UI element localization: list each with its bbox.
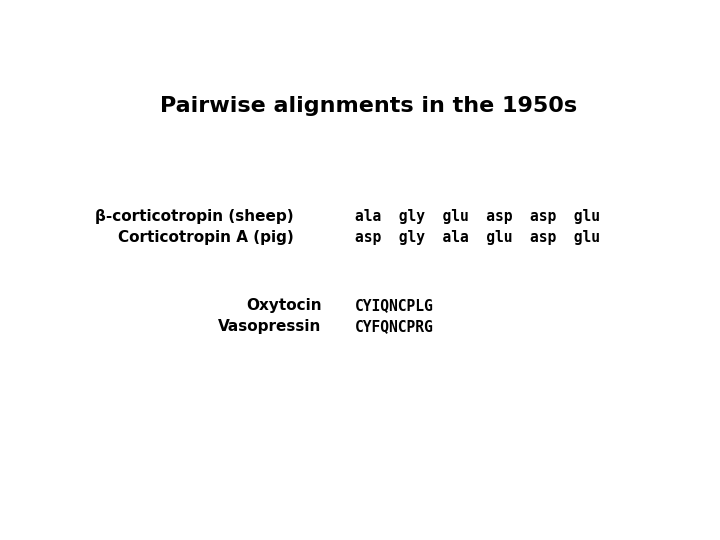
Text: Pairwise alignments in the 1950s: Pairwise alignments in the 1950s: [161, 96, 577, 117]
Text: Vasopressin: Vasopressin: [218, 319, 322, 334]
Text: Corticotropin A (pig): Corticotropin A (pig): [118, 230, 294, 245]
Text: β-corticotropin (sheep): β-corticotropin (sheep): [95, 209, 294, 224]
Text: Oxytocin: Oxytocin: [246, 299, 322, 313]
Text: asp  gly  ala  glu  asp  glu: asp gly ala glu asp glu: [355, 230, 600, 245]
Text: CYFQNCPRG: CYFQNCPRG: [355, 319, 433, 334]
Text: ala  gly  glu  asp  asp  glu: ala gly glu asp asp glu: [355, 209, 600, 224]
Text: CYIQNCPLG: CYIQNCPLG: [355, 299, 433, 313]
